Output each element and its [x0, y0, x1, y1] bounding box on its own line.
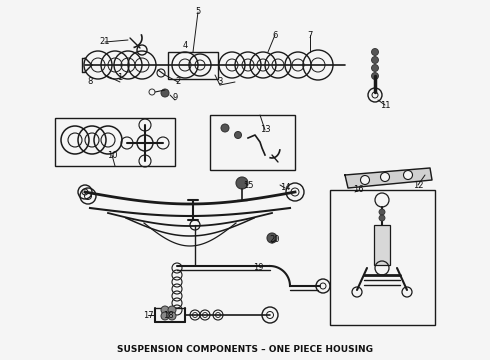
Text: 9: 9 [172, 94, 178, 103]
Circle shape [371, 64, 378, 72]
Text: 1: 1 [118, 73, 122, 82]
Bar [55, 118, 175, 166]
Circle shape [161, 306, 169, 314]
Text: 11: 11 [380, 100, 390, 109]
Text: 3: 3 [217, 77, 222, 86]
Circle shape [371, 72, 378, 80]
Bar [210, 115, 295, 170]
Circle shape [361, 175, 369, 184]
Bar [330, 190, 435, 325]
Text: 5: 5 [196, 8, 200, 17]
Bar [374, 225, 390, 265]
Text: 14: 14 [280, 184, 290, 193]
Text: 4: 4 [182, 40, 188, 49]
Circle shape [168, 312, 176, 320]
Circle shape [161, 312, 169, 320]
Circle shape [236, 177, 248, 189]
Text: 8: 8 [87, 77, 93, 86]
Text: 16: 16 [353, 185, 363, 194]
Text: 19: 19 [253, 264, 263, 273]
Text: 20: 20 [270, 235, 280, 244]
Circle shape [379, 209, 385, 215]
Text: SUSPENSION COMPONENTS – ONE PIECE HOUSING: SUSPENSION COMPONENTS – ONE PIECE HOUSIN… [117, 346, 373, 355]
Text: 6: 6 [272, 31, 278, 40]
Circle shape [235, 131, 242, 139]
Text: 13: 13 [260, 126, 270, 135]
Text: 12: 12 [413, 180, 423, 189]
Text: 7: 7 [307, 31, 313, 40]
Text: 10: 10 [107, 150, 117, 159]
Circle shape [371, 57, 378, 63]
Circle shape [168, 306, 176, 314]
Circle shape [267, 233, 277, 243]
Text: 17: 17 [143, 310, 153, 320]
Text: 15: 15 [243, 180, 253, 189]
Text: 21: 21 [100, 37, 110, 46]
Circle shape [379, 215, 385, 221]
Circle shape [221, 124, 229, 132]
Circle shape [371, 49, 378, 55]
Text: 18: 18 [163, 310, 173, 320]
Bar [168, 52, 218, 79]
Circle shape [161, 89, 169, 97]
Text: 2: 2 [175, 77, 181, 86]
Circle shape [381, 172, 390, 181]
Circle shape [403, 171, 413, 180]
Polygon shape [345, 168, 432, 188]
